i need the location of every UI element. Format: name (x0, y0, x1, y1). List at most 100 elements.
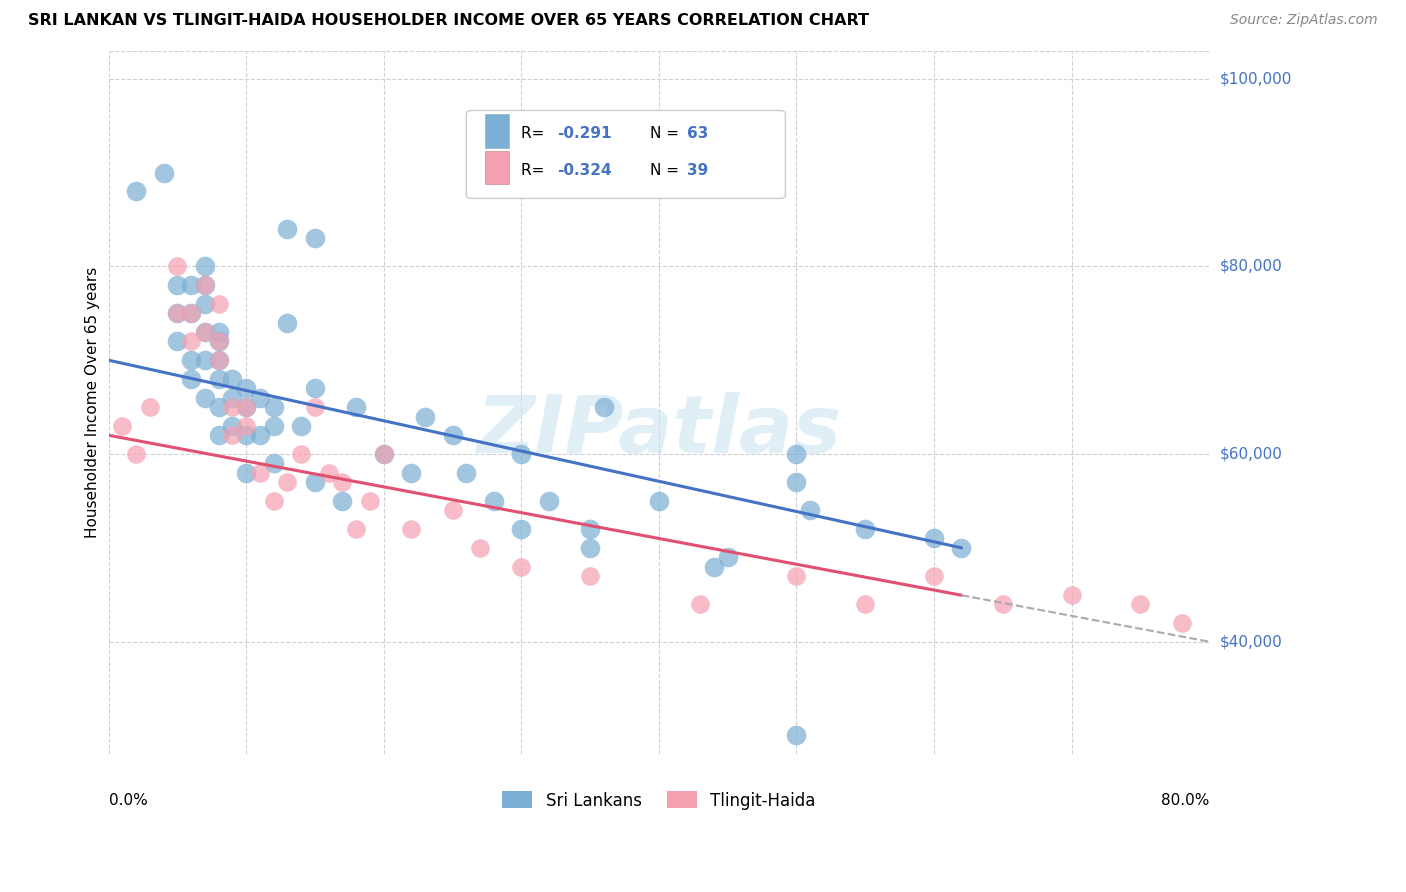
Point (510, 522, 533, 536)
Point (991, 597, 1014, 611)
Point (332, 475, 354, 490)
Point (689, 597, 711, 611)
Point (1170, 615, 1192, 630)
Point (166, 306, 188, 320)
Point (194, 391, 217, 405)
Y-axis label: Householder Income Over 65 years: Householder Income Over 65 years (86, 267, 100, 538)
Point (152, 166, 174, 180)
Point (180, 278, 202, 293)
Point (510, 559, 533, 574)
Point (482, 494, 505, 508)
Point (180, 334, 202, 349)
Point (441, 428, 464, 442)
Point (208, 353, 231, 368)
Point (276, 316, 298, 330)
Point (510, 447, 533, 461)
Point (221, 372, 243, 386)
Point (318, 466, 340, 480)
Point (221, 428, 243, 442)
Point (579, 522, 602, 536)
Point (139, 400, 162, 414)
Point (208, 325, 231, 339)
Point (1060, 588, 1083, 602)
Point (208, 334, 231, 349)
Point (441, 503, 464, 517)
Point (194, 278, 217, 293)
Text: 39: 39 (688, 162, 709, 178)
Point (276, 222, 298, 236)
Point (799, 503, 821, 517)
Point (235, 381, 257, 395)
Point (332, 494, 354, 508)
Point (208, 400, 231, 414)
Point (304, 400, 326, 414)
Point (263, 494, 285, 508)
Point (194, 325, 217, 339)
Point (180, 306, 202, 320)
Text: ZIPatlas: ZIPatlas (477, 392, 841, 469)
Point (1129, 597, 1152, 611)
Point (413, 409, 436, 424)
Point (263, 457, 285, 471)
Point (290, 418, 312, 433)
Text: $100,000: $100,000 (1220, 71, 1292, 87)
Point (304, 381, 326, 395)
Point (194, 353, 217, 368)
Point (922, 569, 945, 583)
Point (401, 466, 423, 480)
FancyBboxPatch shape (467, 111, 786, 198)
Point (263, 400, 285, 414)
Point (456, 466, 478, 480)
Point (648, 494, 671, 508)
Point (111, 418, 134, 433)
Text: N =: N = (650, 126, 683, 141)
Text: -0.324: -0.324 (558, 162, 612, 178)
Point (249, 466, 271, 480)
Point (125, 447, 148, 461)
Point (221, 400, 243, 414)
FancyBboxPatch shape (485, 114, 509, 148)
Point (194, 325, 217, 339)
Point (785, 569, 807, 583)
Point (785, 475, 807, 490)
Point (922, 532, 945, 546)
Text: 63: 63 (688, 126, 709, 141)
Text: N =: N = (650, 162, 683, 178)
Point (125, 185, 148, 199)
Point (166, 278, 188, 293)
Point (221, 391, 243, 405)
Point (194, 260, 217, 274)
Text: -0.291: -0.291 (558, 126, 612, 141)
Point (537, 494, 560, 508)
Point (249, 428, 271, 442)
Point (221, 418, 243, 433)
Point (180, 306, 202, 320)
Point (304, 475, 326, 490)
Point (194, 278, 217, 293)
Point (468, 541, 491, 555)
Point (235, 428, 257, 442)
Text: $80,000: $80,000 (1220, 259, 1282, 274)
Point (180, 372, 202, 386)
Point (592, 400, 614, 414)
Point (853, 522, 876, 536)
Point (579, 569, 602, 583)
Text: Source: ZipAtlas.com: Source: ZipAtlas.com (1230, 13, 1378, 28)
Point (785, 447, 807, 461)
Point (401, 522, 423, 536)
Point (208, 353, 231, 368)
Point (276, 475, 298, 490)
Text: SRI LANKAN VS TLINGIT-HAIDA HOUSEHOLDER INCOME OVER 65 YEARS CORRELATION CHART: SRI LANKAN VS TLINGIT-HAIDA HOUSEHOLDER … (28, 13, 869, 29)
Text: R=: R= (522, 126, 550, 141)
Point (263, 418, 285, 433)
Point (950, 541, 973, 555)
Point (235, 400, 257, 414)
Point (373, 447, 395, 461)
Point (290, 447, 312, 461)
Point (249, 391, 271, 405)
Point (166, 306, 188, 320)
Point (344, 400, 367, 414)
Text: 0.0%: 0.0% (108, 793, 148, 808)
Point (359, 494, 381, 508)
Text: $40,000: $40,000 (1220, 634, 1282, 649)
